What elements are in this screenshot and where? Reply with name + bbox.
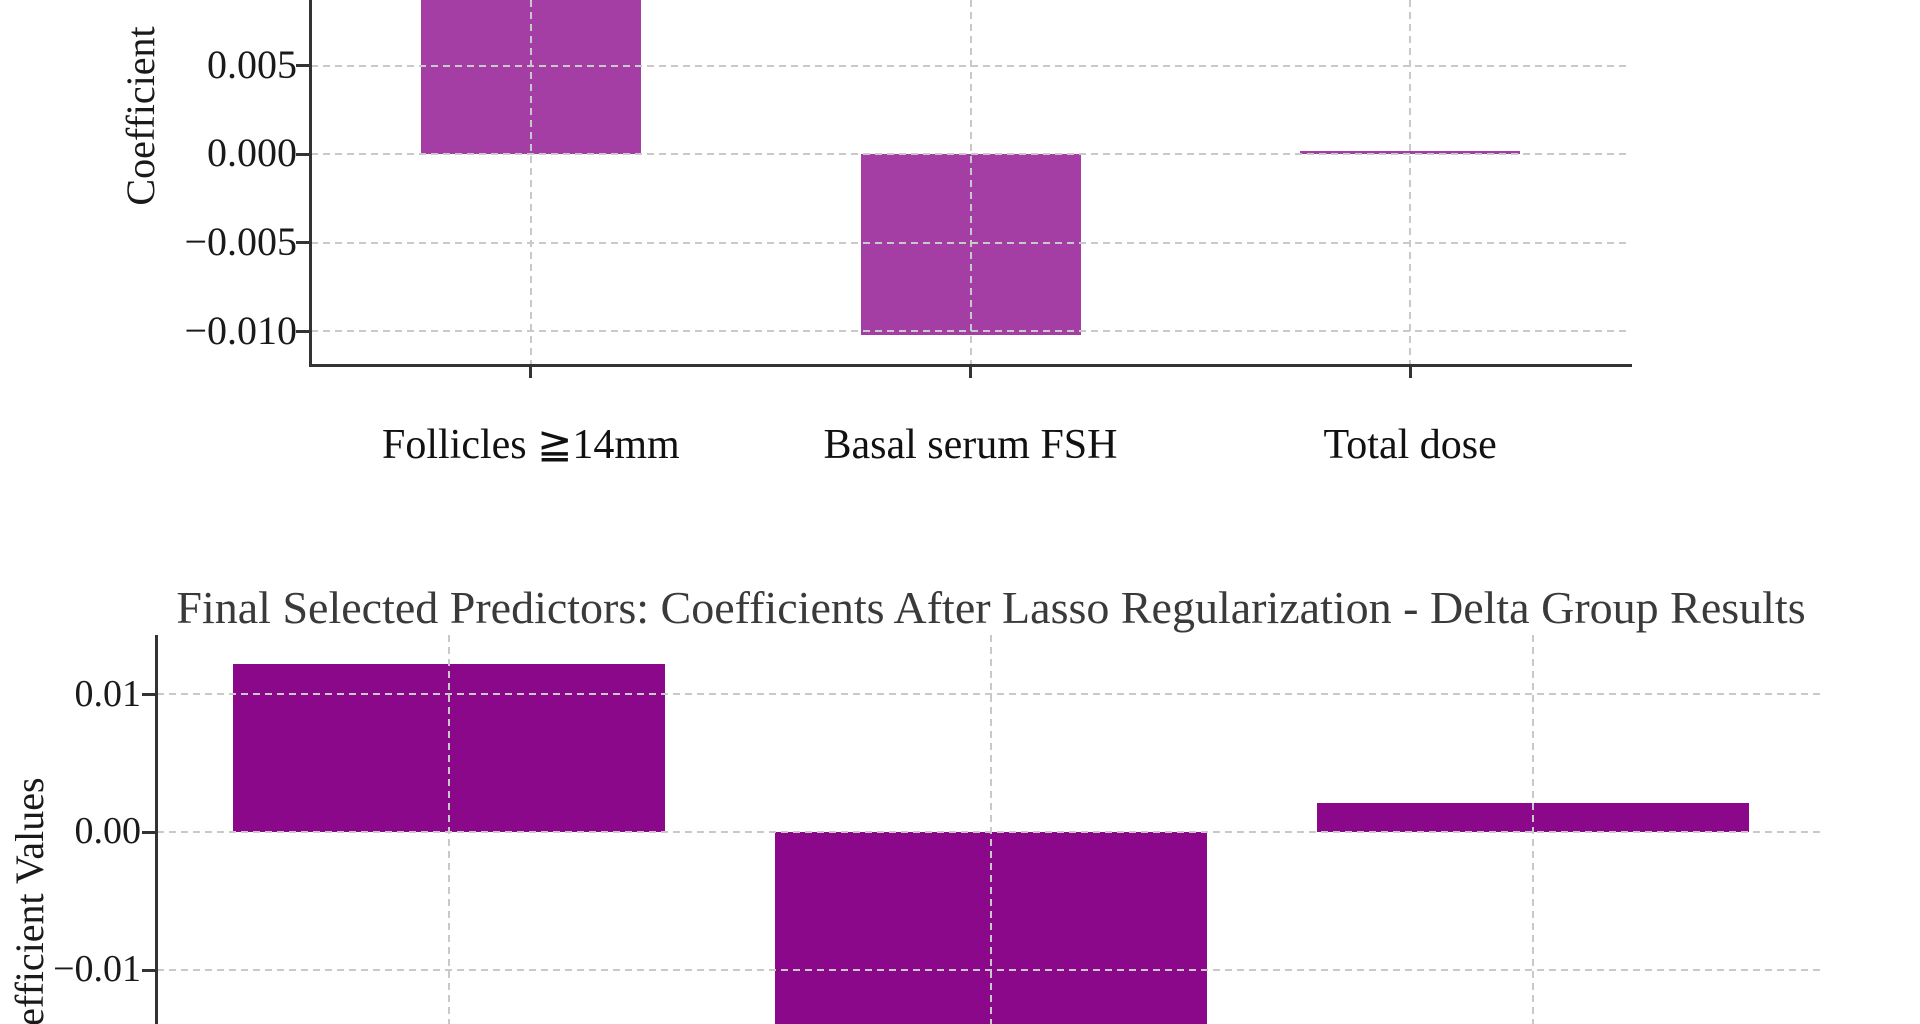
y-tick-label: −0.010	[184, 307, 297, 353]
y-tick-mark	[142, 830, 155, 834]
y-tick-label: −0.01	[53, 948, 141, 991]
y-tick-mark	[296, 64, 309, 68]
x-tick-mark	[969, 366, 972, 378]
vertical-gridline	[529, 0, 532, 365]
y-tick-label: 0.000	[207, 130, 297, 176]
vertical-gridline	[448, 635, 451, 1024]
x-category-label-total-dose: Total dose	[1323, 422, 1497, 468]
y-tick-label: −0.005	[184, 218, 297, 264]
y-tick-mark	[296, 241, 309, 245]
bottom-chart-y-axis-label: Coefficient Values	[7, 777, 52, 1024]
top-chart-plot-area	[311, 0, 1630, 365]
bottom-chart-title: Final Selected Predictors: Coefficients …	[176, 582, 1806, 633]
y-tick-mark	[142, 968, 155, 972]
x-tick-mark	[1408, 366, 1412, 378]
x-category-label-basal-serum-fsh: Basal serum FSH	[823, 422, 1118, 468]
y-axis-spine	[155, 635, 158, 1024]
y-axis-spine	[309, 0, 312, 367]
bottom-chart-plot-area	[157, 635, 1825, 1024]
x-axis-spine	[309, 364, 1632, 367]
y-tick-mark	[142, 692, 155, 696]
x-category-label-follicles-14mm: Follicles ≧14mm	[381, 422, 680, 468]
x-tick-mark	[529, 366, 533, 378]
y-tick-label: 0.00	[74, 810, 142, 853]
vertical-gridline	[1409, 0, 1412, 365]
y-tick-mark	[296, 152, 309, 156]
vertical-gridline	[1531, 635, 1534, 1024]
y-tick-label: 0.005	[207, 41, 297, 87]
vertical-gridline	[969, 0, 972, 365]
y-tick-label: 0.01	[74, 672, 142, 715]
vertical-gridline	[990, 635, 992, 1024]
y-tick-mark	[296, 329, 309, 333]
